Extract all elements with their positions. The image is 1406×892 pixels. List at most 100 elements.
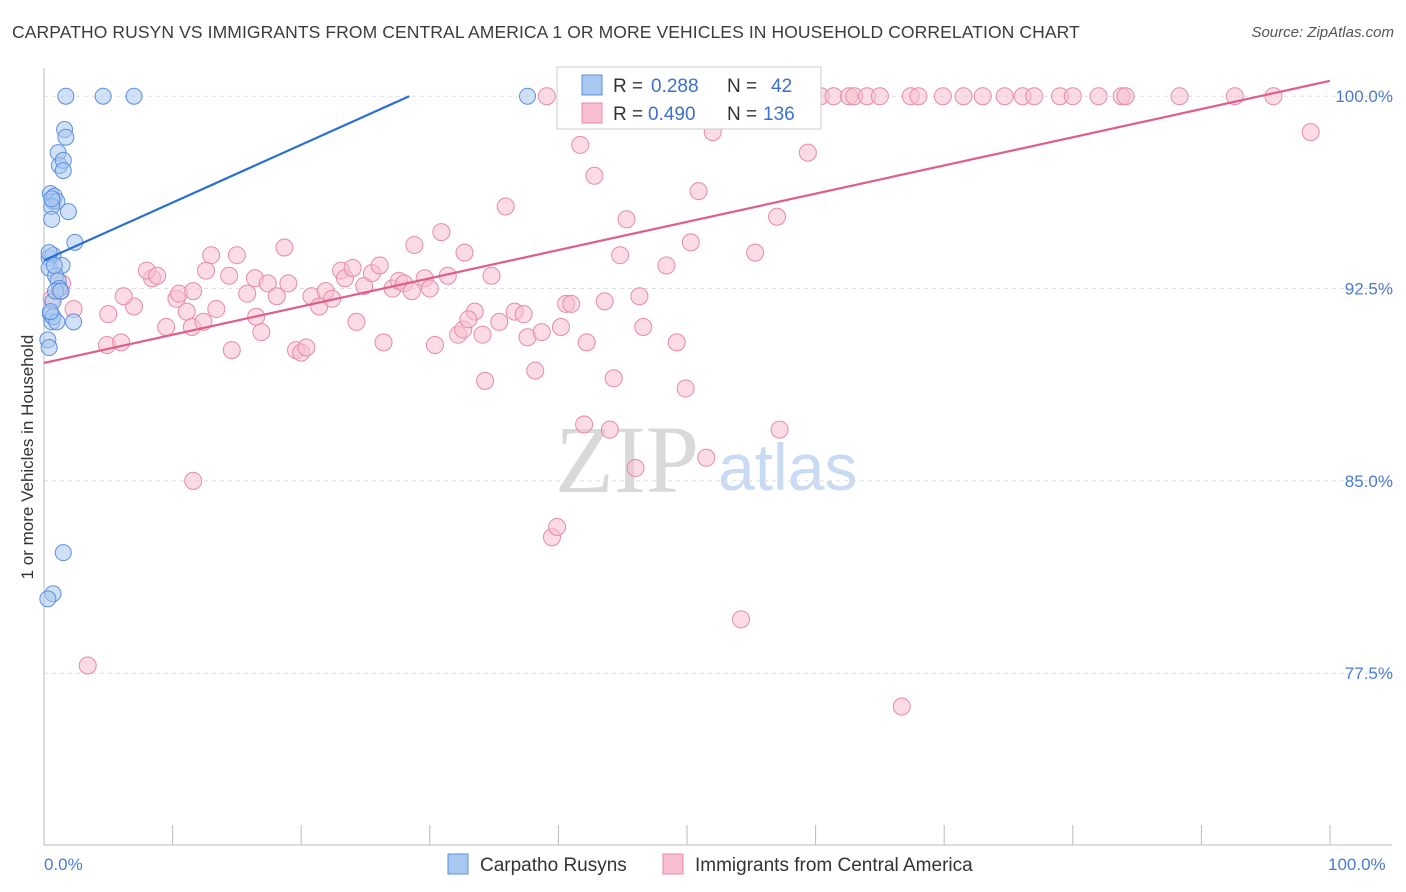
pink-point-83 [585, 166, 604, 185]
legend-swatch-pink [581, 102, 603, 124]
pink-point-121 [954, 87, 973, 106]
pink-point-122 [973, 87, 992, 106]
blue-point-2 [125, 87, 143, 105]
pink-point-117 [892, 697, 911, 716]
bottom-legend-swatch-blue [447, 853, 469, 875]
pink-point-47 [374, 333, 393, 352]
pink-point-71 [532, 323, 551, 342]
pink-point-15 [177, 302, 196, 321]
blue-point-29 [65, 313, 83, 331]
trendlines [43, 79, 1331, 364]
pink-point-133 [1264, 87, 1283, 106]
pink-point-23 [222, 341, 241, 360]
pink-point-86 [600, 420, 619, 439]
x-tick-label-min: 0.0% [44, 855, 83, 874]
pink-point-43 [347, 312, 366, 331]
pink-point-98 [676, 379, 695, 398]
pink-point-136 [78, 656, 97, 675]
pink-point-85 [595, 292, 614, 311]
blue-point-0 [57, 87, 75, 105]
y-axis-label: 1 or more Vehicles in Household [18, 335, 37, 580]
pink-point-66 [496, 197, 515, 216]
pink-point-11 [148, 266, 167, 285]
legend-n-value-pink: 136 [763, 104, 795, 125]
pink-point-75 [551, 318, 570, 336]
pink-point-107 [768, 207, 787, 226]
blue-point-16 [43, 210, 61, 228]
pink-point-52 [405, 235, 424, 254]
blue-point-9 [54, 162, 72, 180]
pink-point-123 [995, 87, 1014, 106]
chart-title: CARPATHO RUSYN VS IMMIGRANTS FROM CENTRA… [12, 22, 1080, 42]
pink-point-81 [577, 333, 596, 352]
blue-point-35 [39, 590, 57, 608]
pink-point-116 [870, 87, 889, 106]
legend-n-value-blue: 42 [771, 76, 792, 97]
pink-point-130 [1116, 87, 1135, 106]
blue-point-40 [45, 256, 63, 274]
pink-point-125 [1025, 87, 1044, 106]
legend-r-label-pink: R = [613, 104, 643, 125]
pink-point-31 [275, 238, 294, 257]
y-tick-label-3: 100.0% [1335, 87, 1393, 106]
pink-point-28 [252, 323, 271, 342]
pink-point-112 [824, 87, 843, 106]
pink-point-19 [197, 261, 216, 280]
legend-n-label-pink: N = [727, 104, 757, 125]
pink-point-4 [99, 305, 118, 324]
y-tick-label-1: 85.0% [1345, 472, 1393, 491]
pink-point-29 [258, 274, 277, 293]
legend-n-label-blue: N = [727, 76, 757, 97]
pink-point-63 [482, 266, 501, 285]
pink-point-91 [626, 459, 645, 478]
blue-point-41 [43, 190, 61, 208]
pink-point-88 [611, 246, 630, 265]
blue-point-5 [57, 128, 75, 146]
legend-r-value-blue: 0.288 [651, 76, 699, 97]
pink-point-120 [933, 87, 952, 106]
y-tick-labels: 77.5% 85.0% 92.5% 100.0% [1335, 87, 1393, 683]
pink-point-127 [1063, 87, 1082, 106]
pink-point-79 [571, 135, 590, 154]
trendline-pink [43, 79, 1331, 364]
pink-point-87 [604, 369, 623, 388]
pink-point-54 [420, 279, 439, 298]
pink-point-80 [575, 415, 594, 434]
pink-point-22 [220, 266, 239, 285]
blue-point-15 [59, 203, 77, 221]
pink-point-32 [279, 274, 298, 293]
y-tick-label-0: 77.5% [1345, 664, 1393, 683]
pink-point-137 [459, 310, 478, 329]
blue-point-1 [94, 87, 112, 105]
pink-point-96 [657, 256, 676, 275]
pink-point-25 [238, 284, 257, 303]
pink-point-93 [634, 318, 653, 336]
pink-point-100 [689, 182, 708, 201]
pink-point-89 [617, 210, 636, 229]
bottom-legend-label-pink: Immigrants from Central America [695, 855, 973, 876]
pink-point-70 [526, 361, 545, 380]
pink-point-99 [681, 233, 700, 252]
pink-point-51 [402, 282, 421, 301]
gridlines [44, 95, 1392, 674]
pink-point-128 [1089, 87, 1108, 106]
legend-swatch-blue [581, 74, 603, 96]
pink-point-101 [697, 448, 716, 467]
bottom-legend-swatch-pink [662, 853, 684, 875]
pink-point-12 [157, 318, 176, 336]
stats-legend: R = 0.288 N = 42 R = 0.490 N = 136 [556, 66, 822, 130]
bottom-legend-label-blue: Carpatho Rusyns [480, 855, 627, 876]
pink-point-104 [732, 610, 751, 629]
blue-point-3 [519, 87, 537, 105]
blue-point-38 [41, 303, 59, 321]
pink-point-131 [1170, 87, 1189, 106]
blue-point-39 [52, 282, 70, 300]
pink-point-134 [1301, 123, 1320, 142]
chart-source: Source: ZipAtlas.com [1251, 24, 1394, 41]
pink-point-62 [473, 325, 492, 344]
pink-point-46 [370, 256, 389, 275]
pink-point-24 [227, 246, 246, 265]
pink-point-42 [343, 259, 362, 278]
pink-point-72 [537, 87, 556, 106]
